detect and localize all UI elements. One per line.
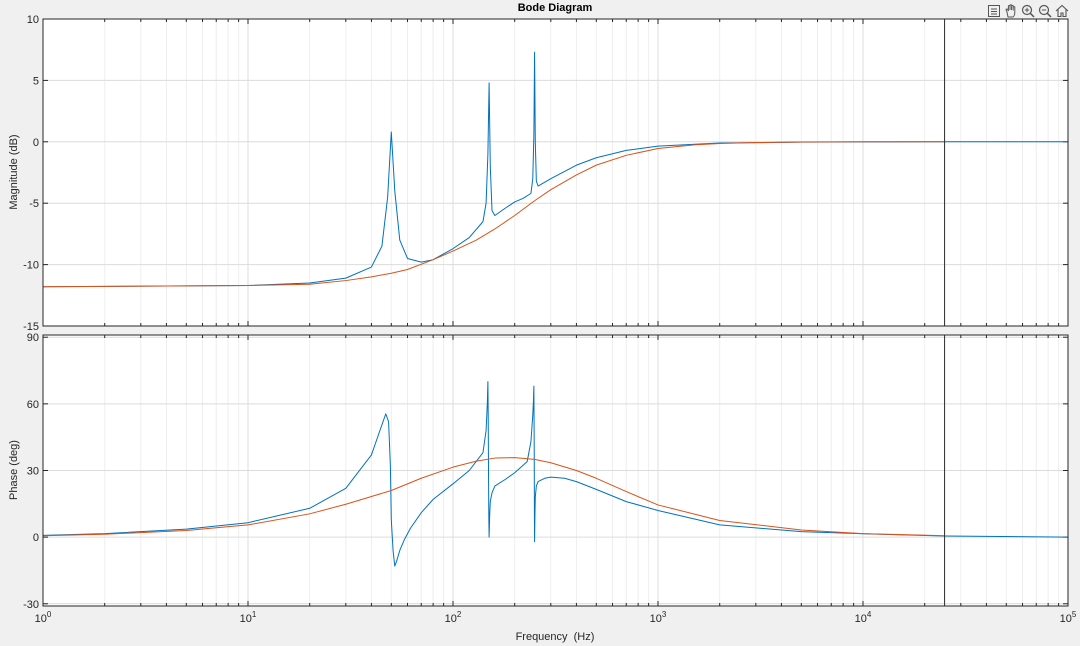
zoom-in-icon[interactable]	[1020, 3, 1036, 19]
phase-grid	[43, 335, 1068, 606]
y-tick-label: 30	[27, 466, 39, 478]
y-tick-label: -5	[29, 198, 39, 210]
series-line-1[interactable]	[42, 381, 1069, 567]
series-line-1[interactable]	[42, 51, 1068, 288]
x-axis-label: Frequency (Hz)	[516, 631, 595, 643]
y-tick-label: 60	[27, 399, 39, 411]
series-line-2[interactable]	[42, 141, 945, 288]
y-tick-label: -10	[23, 260, 39, 272]
magnitude-plot-area[interactable]	[43, 19, 1068, 326]
pan-hand-icon[interactable]	[1003, 3, 1019, 19]
phase-axes: -30 0 30 60 90 100 101 102 103 104 105 Phase (deg…	[8, 332, 1077, 625]
x-tick-label: 103	[650, 610, 667, 625]
magnitude-axes: -15 -10 -5 0 5 10 Magnitude (dB)	[8, 14, 1069, 333]
phase-x-ticks: 100 101 102 103 104 105	[35, 335, 1077, 625]
y-tick-label: -30	[23, 599, 39, 611]
x-tick-label: 105	[1060, 610, 1077, 625]
zoom-out-icon[interactable]	[1037, 3, 1053, 19]
magnitude-grid	[43, 19, 1068, 326]
y-tick-label: 0	[33, 137, 39, 149]
x-tick-label: 100	[35, 610, 52, 625]
y-tick-label: 90	[27, 332, 39, 344]
phase-series	[42, 381, 1069, 567]
y-tick-label: -15	[23, 321, 39, 333]
x-tick-label: 102	[445, 610, 462, 625]
series-line-2[interactable]	[42, 457, 945, 537]
magnitude-y-label: Magnitude (dB)	[8, 134, 20, 209]
chart-title: Bode Diagram	[518, 2, 593, 14]
figure-toolbar	[986, 2, 1070, 20]
phase-y-ticks: -30 0 30 60 90	[23, 332, 1068, 611]
y-tick-label: 0	[33, 532, 39, 544]
magnitude-series	[42, 51, 1068, 288]
home-icon[interactable]	[1054, 3, 1070, 19]
phase-y-label: Phase (deg)	[8, 440, 20, 500]
y-tick-label: 10	[27, 14, 39, 26]
x-tick-label: 101	[240, 610, 257, 625]
y-tick-label: 5	[33, 75, 39, 87]
legend-toggle-icon[interactable]	[986, 3, 1002, 19]
x-tick-label: 104	[855, 610, 872, 625]
